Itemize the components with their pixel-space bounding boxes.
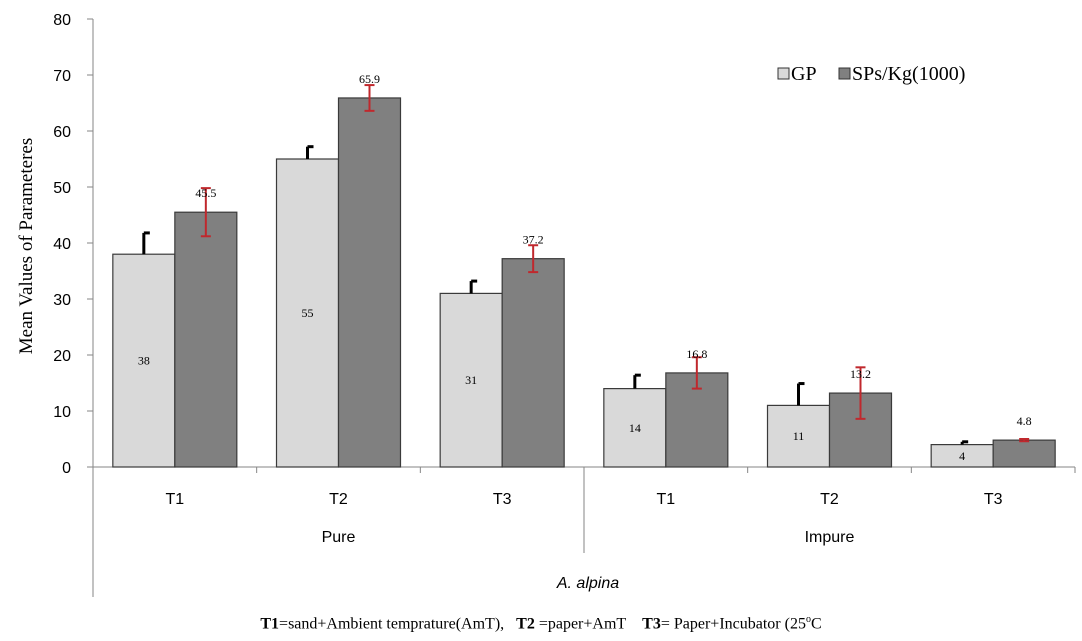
footnote-t2-key: T2 xyxy=(516,615,535,633)
group-label: Impure xyxy=(805,529,855,546)
data-label: 4 xyxy=(959,449,965,463)
footnote-t1-text: =sand+Ambient temprature(AmT), xyxy=(279,615,505,633)
data-label: 37.2 xyxy=(523,233,544,247)
y-tick-label: 30 xyxy=(53,292,71,309)
data-label: 14 xyxy=(629,421,641,435)
footnote-t3-key: T3 xyxy=(642,615,661,633)
legend-label-gp: GP xyxy=(791,63,817,85)
data-labels: 38 55 31 14 11 4 45.5 65.9 37.2 16.8 13.2 4.8 xyxy=(138,72,1032,463)
bar xyxy=(501,258,565,468)
data-label: 4.8 xyxy=(1017,414,1032,428)
y-tick-label: 50 xyxy=(53,180,71,197)
data-label: 65.9 xyxy=(359,72,380,86)
y-tick-label: 60 xyxy=(53,124,71,141)
data-label: 16.8 xyxy=(686,347,707,361)
bar xyxy=(766,404,831,468)
x-tick-label: T2 xyxy=(329,491,348,508)
group-label: Pure xyxy=(322,529,356,546)
y-tick-label: 20 xyxy=(53,348,71,365)
footnote-t2-text: =paper+AmT xyxy=(534,615,627,633)
y-tick-label: 40 xyxy=(53,236,71,253)
x-tick-label: T1 xyxy=(165,491,184,508)
data-label: 55 xyxy=(302,306,314,320)
footnote-t3-text: = Paper+Incubator (25 xyxy=(660,615,806,633)
bars xyxy=(112,97,1056,468)
tick-labels: 0 10 20 30 40 50 60 70 80 Pure Impure T1 T2 T3 T1 T2 T3 xyxy=(53,12,1002,546)
y-tick-label: 80 xyxy=(53,12,71,29)
x-axis-label: A. alpina xyxy=(556,575,619,592)
bar xyxy=(174,211,238,468)
y-tick-label: 0 xyxy=(62,460,71,477)
data-label: 11 xyxy=(793,429,805,443)
y-tick-label: 70 xyxy=(53,68,71,85)
bar xyxy=(603,388,667,468)
footnote-degree: o xyxy=(805,614,811,625)
data-label: 45.5 xyxy=(195,186,216,200)
legend-swatch-sps xyxy=(838,67,851,80)
legend-swatch-gp xyxy=(777,67,790,80)
footnote-t3-unit: C xyxy=(810,615,822,633)
footnote-t1-key: T1 xyxy=(260,615,280,633)
x-tick-label: T2 xyxy=(820,491,839,508)
error-bars xyxy=(142,84,1030,445)
y-axis-label: Mean Values of Parameteres xyxy=(16,138,37,355)
legend: GP SPs/Kg(1000) xyxy=(777,63,965,85)
bar xyxy=(275,158,340,468)
data-label: 13.2 xyxy=(850,367,871,381)
x-tick-label: T3 xyxy=(493,491,512,508)
y-tick-label: 10 xyxy=(53,404,71,421)
axes xyxy=(87,18,1076,597)
footnote: T1=sand+Ambient temprature(AmT), T2 =pap… xyxy=(0,614,1082,633)
bar xyxy=(439,292,503,468)
bar xyxy=(992,439,1056,468)
data-label: 31 xyxy=(465,373,477,387)
x-tick-label: T3 xyxy=(984,491,1003,508)
legend-label-sps: SPs/Kg(1000) xyxy=(852,63,965,85)
data-label: 38 xyxy=(138,354,150,368)
bar xyxy=(337,97,402,468)
x-tick-label: T1 xyxy=(656,491,675,508)
